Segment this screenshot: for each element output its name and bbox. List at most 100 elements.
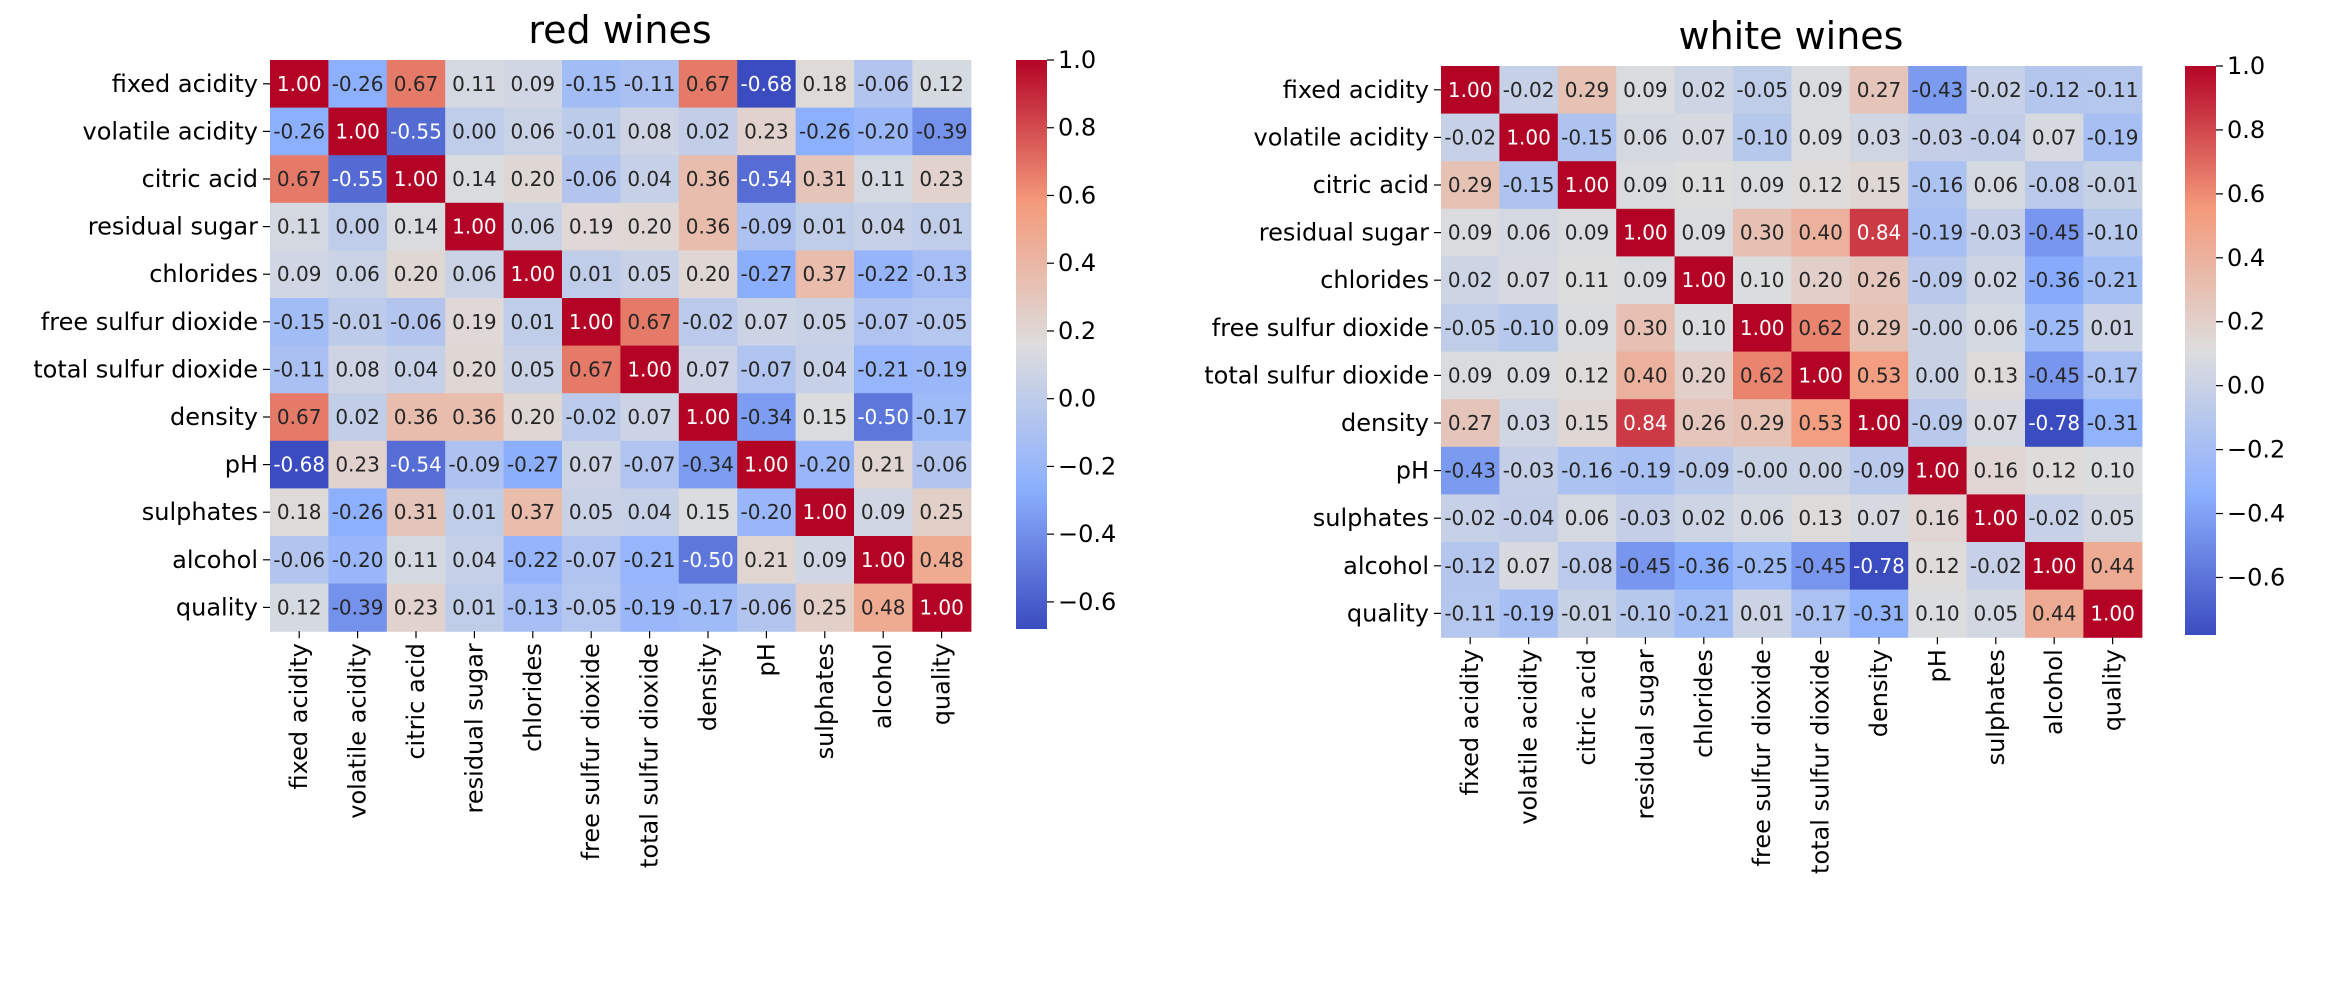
cell-value-label: 0.62 [1798,316,1843,340]
cell-value-label: 0.00 [1915,363,1960,387]
cell-value-label: -0.11 [1444,601,1496,625]
heatmap-cell [386,202,446,251]
cell-value-label: -0.50 [682,548,734,572]
heatmap-cell [562,107,621,156]
cell-value-label: 0.27 [1448,411,1493,435]
colorbar-tick-label: 0.0 [2227,372,2265,400]
heatmap-cell [503,440,563,489]
colorbar-tick-label: 1.0 [2227,52,2265,80]
heatmap-cell [737,440,797,489]
cell-value-label: -0.12 [2028,78,2080,102]
cell-value-label: -0.15 [1503,173,1555,197]
heatmap-cell [1499,113,1559,162]
heatmap-cell [737,155,797,204]
heatmap-cell [854,583,913,632]
cell-value-label: 0.07 [627,405,672,429]
heatmap-cell [2025,208,2084,257]
cell-value-label: -0.06 [857,72,909,96]
cell-value-label: -0.05 [1736,78,1788,102]
cell-value-label: 0.19 [452,310,497,334]
cell-value-label: -0.15 [1561,125,1613,149]
cell-value-label: 1.00 [686,405,731,429]
heatmap-cell [795,440,855,489]
colorbar-tick-label: 0.4 [1058,249,1096,277]
cell-value-label: -0.54 [741,167,793,191]
heatmap-cell [2083,351,2143,400]
cell-value-label: -0.20 [741,500,793,524]
cell-value-label: 0.44 [2032,601,2077,625]
heatmap-cell [1908,256,1968,305]
cell-value-label: -0.45 [2028,363,2080,387]
cell-value-label: -0.21 [1678,601,1730,625]
heatmap-cell [1733,256,1792,305]
heatmap-cell [620,155,680,204]
cell-value-label: 1.00 [1857,411,1902,435]
heatmap-cell [1441,161,1500,210]
heatmap-cell [1849,589,1909,638]
cell-value-label: -0.04 [1970,125,2022,149]
cell-value-label: -0.19 [1912,221,1964,245]
heatmap-cell [678,250,738,299]
cell-value-label: 0.37 [511,500,556,524]
heatmap-cell [1791,256,1851,305]
cell-value-label: 0.02 [1448,268,1493,292]
cell-value-label: 1.00 [744,453,789,477]
heatmap-cell [2025,161,2084,210]
heatmap-cell [737,536,797,585]
cell-value-label: 0.67 [394,72,439,96]
heatmap-cell [270,202,329,251]
cell-value-label: -0.11 [624,72,676,96]
cell-value-label: 1.00 [1974,506,2019,530]
x-tick-label: sulphates [811,643,839,759]
cell-value-label: -0.00 [1912,316,1964,340]
cell-value-label: -0.26 [273,119,325,143]
heatmap-cell [270,345,329,394]
heatmap-cell [1966,66,2026,115]
cell-value-label: -0.11 [273,357,325,381]
cell-value-label: 0.06 [511,119,556,143]
cell-value-label: 0.02 [686,119,731,143]
cell-value-label: -0.06 [390,310,442,334]
cell-value-label: -0.13 [507,595,559,619]
heatmap-cell [1849,494,1909,543]
cell-value-label: 0.10 [2090,459,2135,483]
cell-value-label: -0.45 [1620,554,1672,578]
cell-value-label: -0.27 [507,453,559,477]
heatmap-cell [737,107,797,156]
cell-value-label: -0.26 [799,119,851,143]
cell-value-label: 0.36 [686,215,731,239]
cell-value-label: 0.09 [1448,221,1493,245]
cell-value-label: -0.68 [273,453,325,477]
cell-value-label: 0.12 [277,595,322,619]
heatmap-cell [1557,161,1617,210]
cell-value-label: 0.05 [627,262,672,286]
heatmap-cell [503,393,563,442]
heatmap-cell [1616,304,1676,353]
cell-value-label: 0.09 [1448,363,1493,387]
heatmap-cell [1441,446,1500,495]
heatmap-cell [620,488,680,537]
heatmap-cell [795,583,855,632]
cell-value-label: 0.02 [1682,506,1727,530]
cell-value-label: 0.03 [1506,411,1551,435]
cell-value-label: 0.21 [744,548,789,572]
cell-value-label: -0.17 [2087,363,2139,387]
heatmap-cell [678,345,738,394]
heatmap-cell [445,155,505,204]
heatmap-cell [1674,113,1734,162]
colorbar-tick-label: 1.0 [1058,46,1096,74]
heatmap-cell [2083,66,2143,115]
cell-value-label: 1.00 [394,167,439,191]
heatmap-cell [1908,304,1968,353]
cell-value-label: 0.04 [394,357,439,381]
cell-value-label: 0.29 [1857,316,1902,340]
cell-value-label: 0.44 [2090,554,2135,578]
cell-value-label: 1.00 [452,215,497,239]
cell-value-label: -0.02 [682,310,734,334]
heatmap-cell [854,60,913,109]
cell-value-label: 0.20 [511,405,556,429]
heatmap-cell [328,583,388,632]
x-tick-label: quality [2099,649,2127,731]
cell-value-label: 0.20 [511,167,556,191]
cell-value-label: 1.00 [627,357,672,381]
